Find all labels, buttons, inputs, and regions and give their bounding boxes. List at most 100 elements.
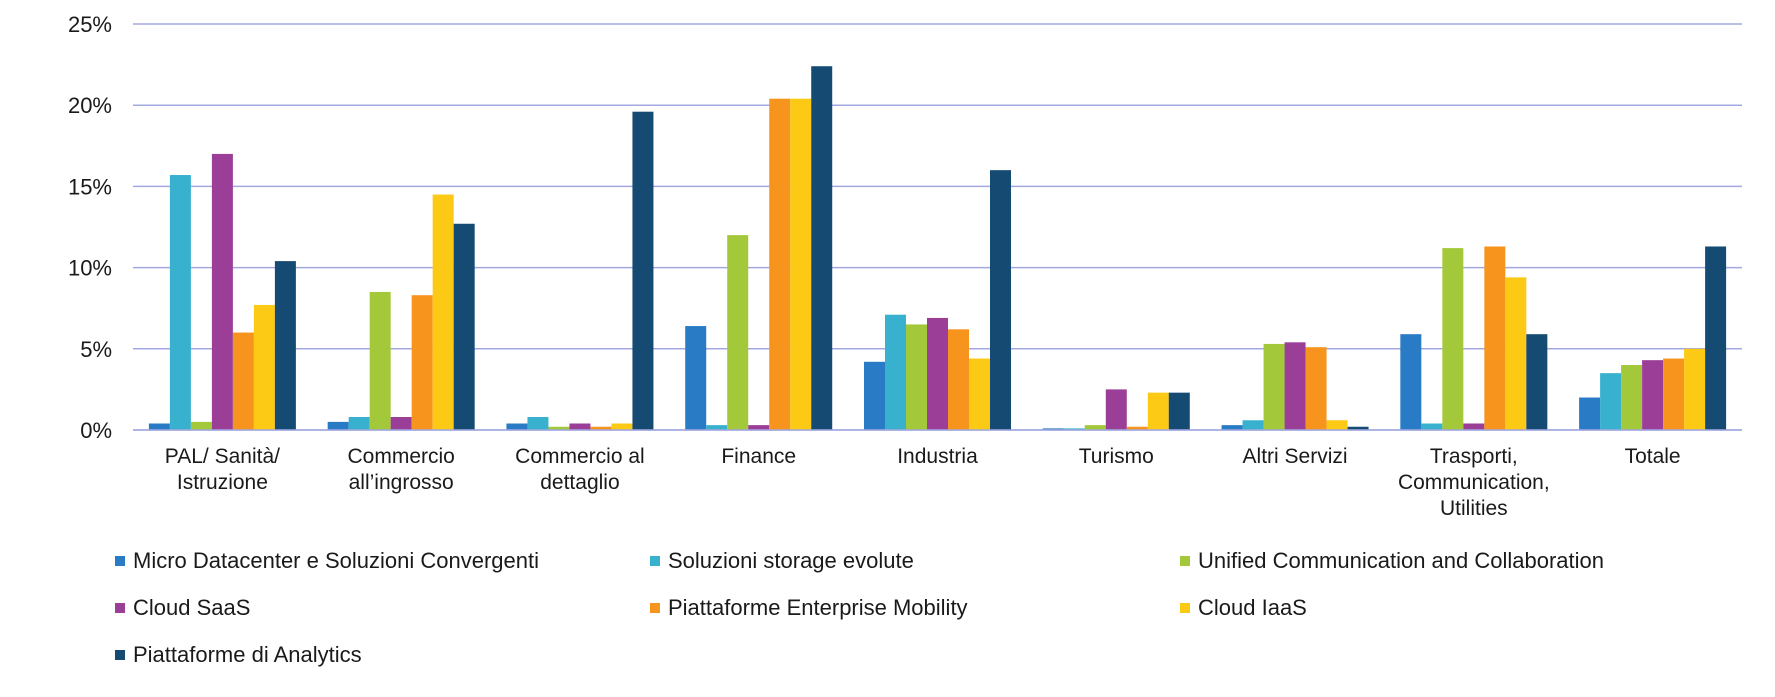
legend-label: Cloud IaaS: [1198, 595, 1307, 620]
bar: [1242, 420, 1264, 430]
bar: [1305, 347, 1327, 430]
bar-chart: 0% 5% 10% 15% 20% 25% PAL/ Sanità/Istruzione Co…: [68, 12, 1742, 520]
legend-item: Cloud SaaS: [115, 595, 250, 621]
bar: [190, 421, 212, 430]
bar: [348, 417, 370, 430]
legend-item: Unified Communication and Collaboration: [1180, 548, 1604, 574]
bar: [506, 423, 528, 430]
legend-swatch: [115, 556, 125, 566]
bar: [685, 326, 707, 430]
bar: [453, 223, 475, 430]
bar: [1505, 277, 1527, 430]
category-label: Industria: [897, 445, 978, 468]
bar: [1484, 246, 1506, 430]
legend-item: Micro Datacenter e Soluzioni Convergenti: [115, 548, 539, 574]
bar: [969, 358, 990, 430]
category-label: Turismo: [1079, 445, 1154, 468]
legend-swatch: [1180, 556, 1190, 566]
y-tick-label: 20%: [68, 93, 112, 118]
bar: [527, 417, 549, 430]
bar: [1326, 420, 1348, 430]
bar: [1126, 426, 1148, 430]
bar: [232, 332, 254, 430]
legend-item: Piattaforme Enterprise Mobility: [650, 595, 968, 621]
bar: [590, 426, 612, 430]
legend-label: Soluzioni storage evolute: [668, 548, 914, 573]
bar: [864, 361, 885, 430]
legend-label: Unified Communication and Collaboration: [1198, 548, 1605, 573]
bar: [1147, 392, 1169, 430]
y-tick-label: 15%: [68, 174, 112, 199]
legend-label: Cloud SaaS: [133, 595, 251, 620]
bar: [1642, 360, 1664, 430]
bar: [1684, 348, 1706, 430]
legend: Micro Datacenter e Soluzioni Convergenti…: [115, 548, 1755, 693]
bar: [569, 423, 591, 430]
bar: [1221, 425, 1243, 430]
bar: [169, 175, 191, 430]
bar: [1168, 392, 1190, 430]
bar: [1526, 334, 1548, 430]
legend-label: Piattaforme di Analytics: [133, 642, 362, 667]
bar: [1600, 373, 1622, 430]
bar: [790, 98, 812, 430]
legend-item: Piattaforme di Analytics: [115, 642, 362, 668]
bar: [1063, 428, 1085, 430]
bar: [748, 425, 770, 430]
legend-swatch: [115, 603, 125, 613]
legend-swatch: [1180, 603, 1190, 613]
bar: [1105, 389, 1127, 430]
legend-label: Piattaforme Enterprise Mobility: [668, 595, 968, 620]
bar: [906, 324, 927, 430]
bar: [632, 111, 654, 430]
bar: [727, 235, 749, 430]
category-label: PAL/ Sanità/Istruzione: [165, 445, 280, 494]
bar: [1621, 365, 1643, 430]
bar: [148, 423, 170, 430]
category-label: Altri Servizi: [1243, 445, 1348, 468]
y-tick-label: 5%: [80, 337, 112, 362]
legend-item: Cloud IaaS: [1180, 595, 1307, 621]
bar: [390, 417, 412, 430]
bar: [1400, 334, 1422, 430]
bar: [1042, 428, 1064, 430]
bar: [885, 314, 906, 430]
bar: [927, 317, 948, 430]
bar: [1084, 425, 1106, 430]
bar: [1705, 246, 1727, 430]
bar: [1663, 358, 1685, 430]
bar: [369, 291, 391, 430]
bar: [1263, 343, 1285, 430]
bar: [769, 98, 791, 430]
bar: [811, 66, 833, 430]
bar: [1347, 426, 1369, 430]
bar: [1579, 397, 1601, 430]
bar: [611, 423, 633, 430]
bar: [253, 304, 275, 430]
bar: [274, 261, 296, 430]
bar: [211, 153, 233, 431]
legend-swatch: [650, 603, 660, 613]
category-label: Commercio all’ingrosso: [347, 445, 454, 494]
category-label: Trasporti, Communication, Utilities: [1398, 445, 1550, 520]
legend-swatch: [115, 650, 125, 660]
bar: [948, 329, 969, 430]
bar: [411, 295, 433, 430]
legend-label: Micro Datacenter e Soluzioni Convergenti: [133, 548, 539, 573]
bar: [1442, 248, 1464, 430]
bar: [327, 421, 349, 430]
bar: [1421, 423, 1443, 430]
legend-item: Soluzioni storage evolute: [650, 548, 914, 574]
bar: [432, 194, 454, 430]
bar: [990, 170, 1011, 430]
bar: [1284, 342, 1306, 430]
y-tick-label: 0%: [80, 418, 112, 443]
y-tick-label: 25%: [68, 12, 112, 37]
y-tick-label: 10%: [68, 256, 112, 281]
legend-swatch: [650, 556, 660, 566]
bar: [706, 425, 728, 430]
category-label: Totale: [1625, 445, 1681, 468]
bar: [548, 426, 570, 430]
category-label: Commercio al dettaglio: [515, 445, 645, 494]
bar: [1463, 423, 1485, 430]
